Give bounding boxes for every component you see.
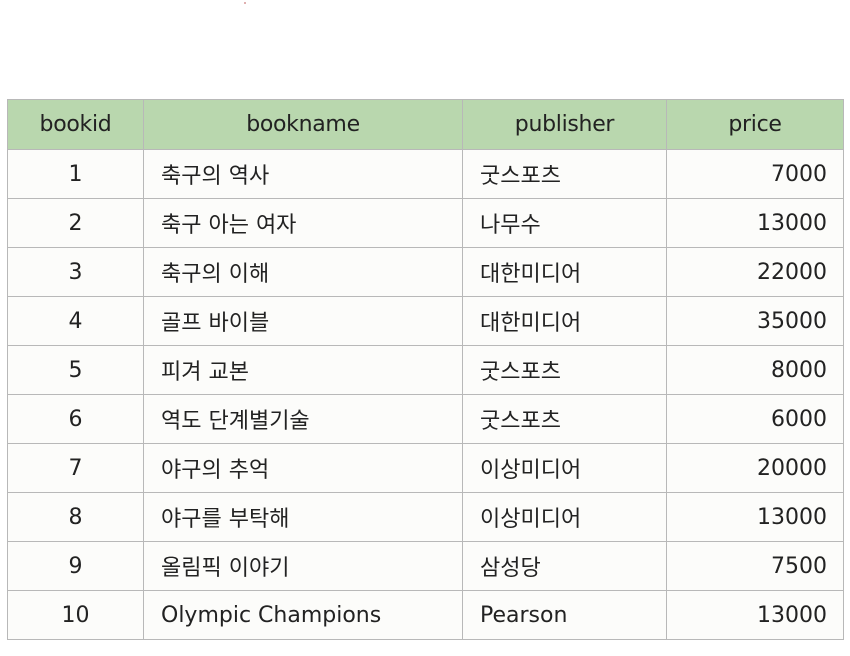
book-table: bookid bookname publisher price 1 축구의 역사… [7,99,844,640]
cell-price: 7000 [666,149,844,199]
table-row: 9 올림픽 이야기 삼성당 7500 [7,541,844,591]
cell-publisher: 굿스포츠 [462,149,667,199]
header-row: bookid bookname publisher price [7,99,844,150]
table-row: 3 축구의 이해 대한미디어 22000 [7,247,844,297]
cell-publisher: 대한미디어 [462,296,667,346]
cell-price: 22000 [666,247,844,297]
cell-bookname: 골프 바이블 [143,296,463,346]
cell-bookid: 3 [7,247,144,297]
table-row: 2 축구 아는 여자 나무수 13000 [7,198,844,248]
cell-publisher: 굿스포츠 [462,345,667,395]
cell-bookname: 축구의 역사 [143,149,463,199]
cell-price: 8000 [666,345,844,395]
header-bookname: bookname [143,99,463,150]
cell-price: 35000 [666,296,844,346]
header-price: price [666,99,844,150]
cell-publisher: 나무수 [462,198,667,248]
table-row: 4 골프 바이블 대한미디어 35000 [7,296,844,346]
cell-publisher: Pearson [462,590,667,640]
cell-price: 13000 [666,198,844,248]
cell-bookname: 올림픽 이야기 [143,541,463,591]
cell-bookname: 역도 단계별기술 [143,394,463,444]
cell-bookid: 5 [7,345,144,395]
cell-bookname: 피겨 교본 [143,345,463,395]
table-row: 1 축구의 역사 굿스포츠 7000 [7,149,844,199]
cell-price: 20000 [666,443,844,493]
table-row: 10 Olympic Champions Pearson 13000 [7,590,844,640]
cell-publisher: 굿스포츠 [462,394,667,444]
cell-bookname: 축구 아는 여자 [143,198,463,248]
header-publisher: publisher [462,99,667,150]
table-row: 5 피겨 교본 굿스포츠 8000 [7,345,844,395]
cell-price: 7500 [666,541,844,591]
cell-bookid: 6 [7,394,144,444]
header-bookid: bookid [7,99,144,150]
cell-price: 13000 [666,590,844,640]
cell-bookid: 1 [7,149,144,199]
cell-publisher: 삼성당 [462,541,667,591]
cell-bookname: 야구의 추억 [143,443,463,493]
cell-bookid: 10 [7,590,144,640]
cell-bookid: 8 [7,492,144,542]
cell-bookname: 야구를 부탁해 [143,492,463,542]
cell-bookid: 4 [7,296,144,346]
table-row: 8 야구를 부탁해 이상미디어 13000 [7,492,844,542]
cell-bookid: 2 [7,198,144,248]
cell-bookname: 축구의 이해 [143,247,463,297]
cell-bookid: 9 [7,541,144,591]
red-dot-mark [244,2,246,4]
cell-publisher: 대한미디어 [462,247,667,297]
table-row: 7 야구의 추억 이상미디어 20000 [7,443,844,493]
cell-bookname: Olympic Champions [143,590,463,640]
cell-price: 13000 [666,492,844,542]
cell-publisher: 이상미디어 [462,443,667,493]
table-row: 6 역도 단계별기술 굿스포츠 6000 [7,394,844,444]
cell-price: 6000 [666,394,844,444]
cell-publisher: 이상미디어 [462,492,667,542]
cell-bookid: 7 [7,443,144,493]
